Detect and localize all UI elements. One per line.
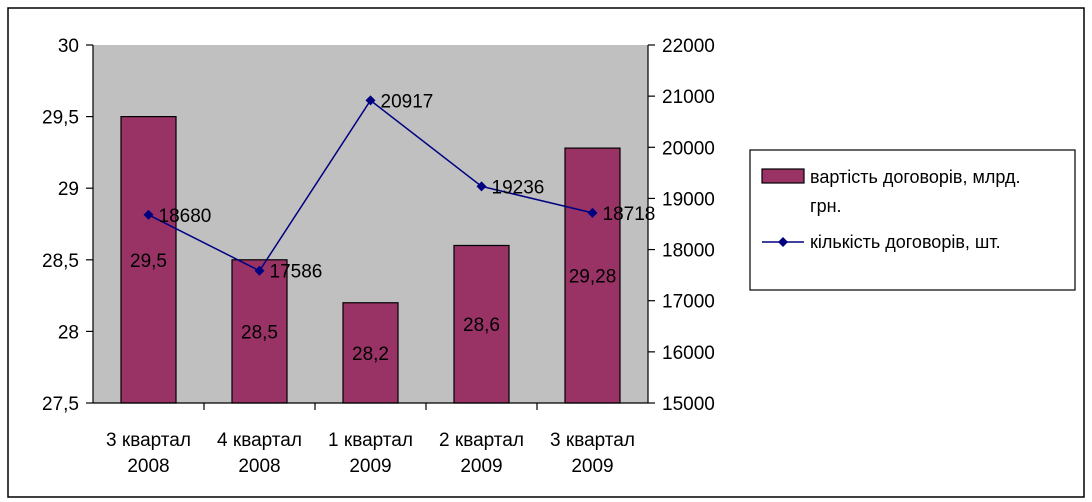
bar-series: [120, 115, 621, 404]
left-tick-label-5: 30: [58, 36, 79, 57]
x-tick-label-2: 1 квартал 2009: [328, 430, 413, 477]
axes: 27,5 28 28,5 29 29,5 30 15000 16000 17000 18000 19…: [42, 36, 715, 477]
right-tick-label-4: 19000: [662, 189, 715, 210]
legend: вартість договорів, млрд. грн. кількість д…: [749, 149, 1076, 291]
bar-label-3: 28,6: [463, 315, 500, 336]
bar-label-0: 29,5: [130, 251, 167, 272]
x-tick-label-0: 3 квартал 2008: [106, 430, 191, 477]
left-tick-label-0: 27,5: [42, 394, 79, 415]
right-tick-label-5: 20000: [662, 138, 715, 159]
bar-1: [231, 259, 288, 404]
right-tick-label-1: 16000: [662, 343, 715, 364]
x-tick-label-4: 3 квартал 2009: [550, 430, 635, 477]
line-label-0: 18680: [159, 206, 212, 227]
right-tick-label-6: 21000: [662, 87, 715, 108]
legend-swatch-marker: [778, 237, 788, 247]
right-tick-label-2: 17000: [662, 292, 715, 313]
data-labels: 29,5 28,5 28,2 28,6 29,28 18680 17586 20917 1923…: [130, 91, 655, 364]
line-point-2: [365, 95, 376, 106]
right-tick-label-3: 18000: [662, 241, 715, 262]
line-point-0: [143, 209, 154, 220]
line-label-1: 17586: [270, 262, 323, 283]
line-series: [143, 95, 598, 276]
legend-label-line: кількість договорів, шт.: [810, 232, 1001, 252]
bar-0: [120, 115, 177, 404]
left-tick-label-3: 29: [58, 179, 79, 200]
right-tick-label-7: 22000: [662, 36, 715, 57]
line-label-2: 20917: [381, 91, 434, 112]
right-tick-label-0: 15000: [662, 394, 715, 415]
line-point-1: [254, 265, 265, 276]
line-label-3: 19236: [492, 177, 545, 198]
left-tick-label-1: 28: [58, 322, 79, 343]
x-tick-label-1: 4 квартал 2008: [217, 430, 302, 477]
left-tick-label-2: 28,5: [42, 251, 79, 272]
bar-label-4: 29,28: [569, 267, 617, 288]
line-label-4: 18718: [603, 204, 656, 225]
legend-label-bar: вартість договорів, млрд. грн.: [810, 167, 1020, 216]
legend-swatch-bar: [761, 168, 805, 184]
bar-label-1: 28,5: [241, 322, 278, 343]
line-point-4: [587, 207, 598, 218]
left-tick-label-4: 29,5: [42, 108, 79, 129]
line-point-3: [476, 181, 487, 192]
x-tick-label-3: 2 квартал 2009: [439, 430, 524, 477]
bar-label-2: 28,2: [352, 344, 389, 365]
